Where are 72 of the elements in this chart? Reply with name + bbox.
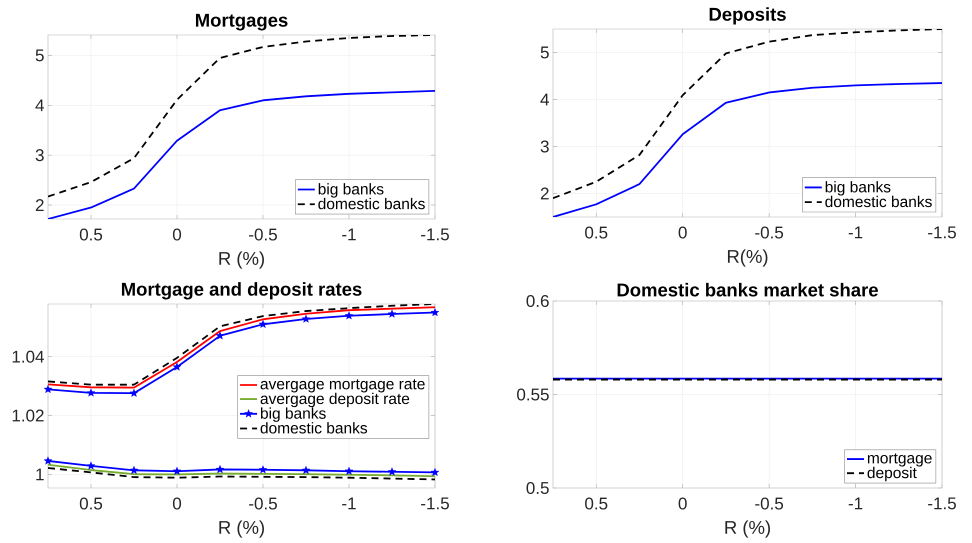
x-tick-label: -1.5 — [421, 228, 449, 240]
y-tick-label: 5 — [36, 50, 44, 62]
point — [388, 310, 396, 318]
x-axis-title: R (%) — [219, 520, 264, 538]
y-tick-label: 1.04 — [12, 350, 44, 363]
y-tick-label: 0.6 — [526, 294, 549, 308]
line-series — [553, 82, 942, 217]
point — [258, 465, 268, 474]
point — [388, 467, 396, 476]
x-tick-label: 0.5 — [585, 498, 608, 510]
x-tick-label: 0 — [678, 226, 687, 239]
x-tick-label: -0.5 — [249, 498, 277, 510]
x-tick-label: -1 — [848, 226, 862, 238]
y-tick-label: 2 — [36, 199, 44, 211]
point — [344, 466, 354, 475]
x-tick-label: -1.5 — [928, 498, 956, 510]
y-tick-label: 5 — [540, 46, 549, 58]
point — [86, 388, 96, 397]
chart-title: Deposits — [710, 7, 786, 25]
x-tick-label: -0.5 — [249, 228, 277, 241]
y-tick-label: 0.55 — [517, 388, 549, 401]
point — [130, 466, 138, 474]
x-tick-label: 0.5 — [80, 228, 102, 241]
x-tick-label: 0.5 — [585, 226, 608, 239]
point — [86, 462, 96, 470]
legend-label: avergage deposit rate — [260, 392, 410, 408]
chart-title: Domestic banks market share — [618, 282, 878, 297]
point — [44, 456, 52, 465]
legend-label: big banks — [260, 407, 326, 422]
x-axis-title: R(%) — [728, 249, 768, 267]
x-tick-label: -1.5 — [928, 226, 956, 238]
x-tick-label: 0 — [678, 498, 687, 510]
y-tick-label: 3 — [540, 140, 549, 153]
x-tick-label: 0 — [172, 498, 182, 510]
point — [44, 384, 52, 393]
chart-title: Mortgages — [196, 14, 288, 30]
legend-label: domestic banks — [825, 196, 932, 208]
legend-label: big banks — [826, 181, 890, 196]
legend-label: avergage mortgage rate — [260, 379, 425, 392]
point — [216, 465, 224, 474]
point — [344, 311, 354, 320]
chart-title: Mortgage and deposit rates — [122, 282, 362, 300]
point — [130, 388, 138, 397]
legend-label: domestic banks — [318, 198, 425, 210]
y-tick-label: 4 — [540, 94, 549, 106]
x-tick-label: -0.5 — [755, 498, 784, 510]
y-tick-label: 4 — [35, 99, 44, 112]
x-tick-label: -1 — [848, 498, 862, 510]
y-tick-label: 1.02 — [12, 410, 44, 422]
y-tick-label: 0.5 — [526, 482, 549, 494]
point — [172, 362, 182, 371]
legend-label: deposit — [868, 466, 917, 482]
legend-label: big banks — [318, 183, 384, 198]
x-axis-title: R (%) — [219, 251, 264, 269]
x-axis-title: R (%) — [725, 520, 770, 538]
x-tick-label: 0.5 — [80, 498, 102, 510]
y-tick-label: 1 — [36, 468, 44, 480]
legend-label: mortgage — [868, 453, 932, 467]
point — [430, 308, 440, 316]
legend-label: domestic banks — [260, 422, 368, 434]
point — [302, 466, 310, 474]
y-tick-label: 2 — [540, 188, 549, 200]
point — [430, 468, 440, 476]
point — [302, 314, 310, 323]
y-tick-label: 3 — [36, 149, 44, 162]
point — [258, 320, 268, 328]
x-tick-label: -1 — [342, 498, 356, 510]
x-tick-label: 0 — [172, 228, 182, 241]
point — [172, 466, 182, 475]
x-tick-label: -1 — [342, 228, 356, 240]
x-tick-label: -0.5 — [755, 226, 784, 239]
x-tick-label: -1.5 — [421, 498, 449, 510]
